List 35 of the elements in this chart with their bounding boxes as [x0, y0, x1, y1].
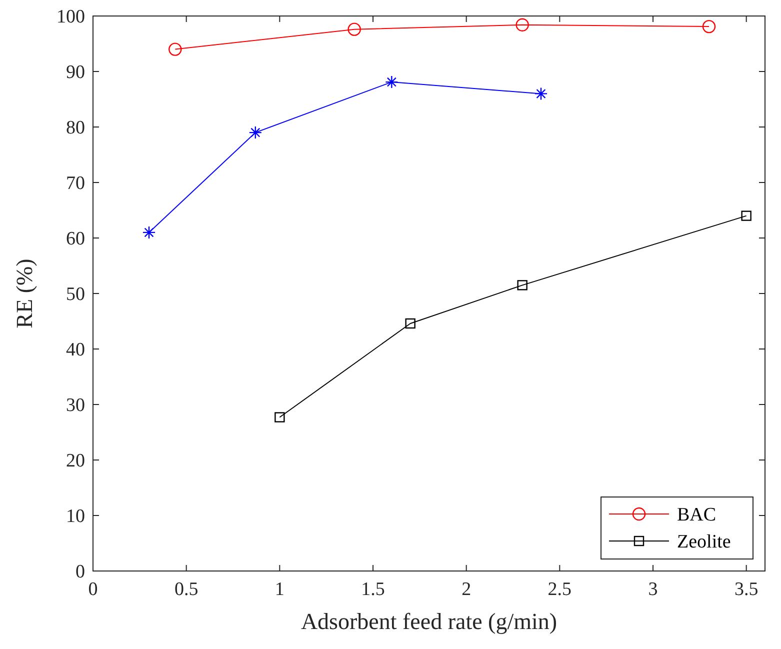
x-tick-label: 1 [274, 579, 284, 600]
point [142, 226, 156, 240]
x-tick-label: 0 [88, 579, 98, 600]
y-tick-label: 0 [76, 562, 85, 583]
x-tick-label: 2 [462, 579, 472, 600]
y-tick-label: 60 [66, 228, 85, 250]
point [516, 18, 529, 32]
x-tick-label: 1.5 [361, 579, 385, 600]
y-tick-label: 100 [56, 6, 85, 28]
point [534, 87, 548, 100]
x-tick-label: 0.5 [174, 579, 198, 600]
point [741, 210, 752, 221]
point [405, 318, 416, 329]
point [517, 280, 528, 290]
y-tick-label: 80 [66, 118, 85, 139]
point [248, 126, 262, 140]
y-tick-label: 20 [66, 450, 85, 472]
y-tick-label: 70 [66, 173, 85, 194]
y-tick-label: 90 [66, 62, 85, 84]
y-tick-label: 30 [66, 395, 85, 416]
y-tick-label: 50 [66, 284, 85, 306]
point [702, 20, 716, 34]
x-tick-label: 2.5 [548, 579, 572, 600]
point [168, 42, 182, 56]
x-tick-label: 3 [648, 579, 658, 600]
y-tick-label: 40 [66, 340, 85, 361]
x-axis-title: Adsorbent feed rate (g/min) [300, 609, 558, 634]
y-axis-title: RE (%) [12, 258, 37, 328]
y-tick-label: 10 [66, 506, 85, 528]
x-tick-label: 3.5 [734, 579, 758, 600]
legend-label: BAC [677, 504, 716, 526]
point [385, 75, 398, 89]
point [348, 22, 361, 36]
legend-label: Zeolite [677, 532, 731, 553]
point [274, 412, 285, 422]
